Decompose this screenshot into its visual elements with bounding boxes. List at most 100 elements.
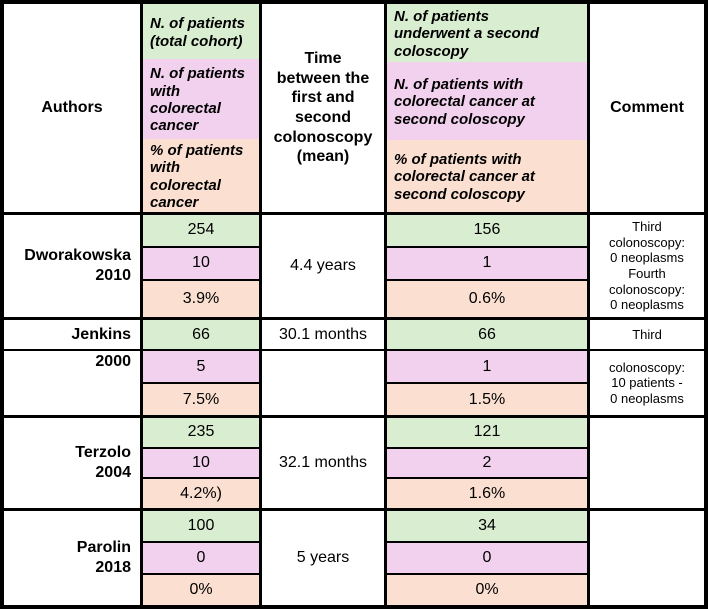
terzolo-crc-count-value: 10 bbox=[192, 454, 210, 471]
row-dworakowska-2010: Dworakowska 2010 254 10 3.9% 4.4 years 1… bbox=[4, 212, 704, 317]
dworakowska-second-column: 156 1 0.6% bbox=[384, 215, 587, 317]
parolin-crc-count-cell: 0 bbox=[143, 541, 259, 573]
jenkins-second-crc-percent-cell: 1.5% bbox=[387, 382, 587, 415]
header-row: Authors N. of patients (total cohort) N.… bbox=[4, 4, 704, 212]
parolin-time-value: 5 years bbox=[296, 549, 350, 566]
jenkins-second-crc-count-value: 1 bbox=[482, 357, 492, 375]
header-second-column: N. of patients underwent a second colosc… bbox=[384, 4, 587, 212]
terzolo-cohort-column: 235 10 4.2%) bbox=[140, 418, 259, 508]
header-cohort-crc-count-label: N. of patients with colorectal cancer bbox=[150, 65, 246, 135]
dworakowska-second-total-value: 156 bbox=[473, 221, 501, 239]
header-time-cell: Time between the first and second colono… bbox=[259, 4, 384, 212]
jenkins-time-cell: 30.1 months bbox=[262, 320, 384, 351]
header-second-crc-count-cell: N. of patients with colorectal cancer at… bbox=[387, 62, 587, 140]
terzolo-crc-count-cell: 10 bbox=[143, 446, 259, 478]
header-second-total-label: N. of patients underwent a second colosc… bbox=[394, 7, 540, 60]
dworakowska-comment-text: Third colonoscopy: 0 neoplasms Fourth co… bbox=[609, 219, 685, 313]
dworakowska-total-patients-cell: 254 bbox=[143, 215, 259, 246]
parolin-author-cell: Parolin 2018 bbox=[4, 511, 140, 605]
parolin-second-crc-percent-cell: 0% bbox=[387, 573, 587, 605]
jenkins-comment-top-text: Third bbox=[632, 326, 662, 342]
header-cohort-crc-percent-label: % of patients with colorectal cancer bbox=[150, 141, 244, 211]
header-cohort-total-cell: N. of patients (total cohort) bbox=[143, 4, 259, 59]
terzolo-author-label: Terzolo 2004 bbox=[75, 444, 131, 481]
terzolo-second-total-value: 121 bbox=[473, 423, 501, 441]
dworakowska-cohort-column: 254 10 3.9% bbox=[140, 215, 259, 317]
parolin-second-crc-count-value: 0 bbox=[482, 549, 492, 566]
dworakowska-total-patients-value: 254 bbox=[187, 221, 215, 239]
jenkins-second-crc-percent-value: 1.5% bbox=[468, 390, 506, 408]
parolin-crc-percent-value: 0% bbox=[189, 581, 213, 598]
parolin-time-cell: 5 years bbox=[259, 511, 384, 605]
header-authors-cell: Authors bbox=[4, 4, 140, 212]
row-jenkins-2000: Jenkins 2000 66 5 7.5% 30.1 months bbox=[4, 317, 704, 415]
dworakowska-second-crc-count-cell: 1 bbox=[387, 245, 587, 279]
terzolo-time-cell: 32.1 months bbox=[259, 418, 384, 508]
terzolo-total-patients-cell: 235 bbox=[143, 418, 259, 447]
jenkins-crc-count-cell: 5 bbox=[143, 351, 259, 382]
dworakowska-crc-count-cell: 10 bbox=[143, 245, 259, 279]
dworakowska-crc-percent-cell: 3.9% bbox=[143, 278, 259, 317]
parolin-cohort-column: 100 0 0% bbox=[140, 511, 259, 605]
header-second-total-cell: N. of patients underwent a second colosc… bbox=[387, 4, 587, 62]
parolin-second-total-cell: 34 bbox=[387, 511, 587, 541]
parolin-second-crc-percent-value: 0% bbox=[475, 581, 499, 598]
header-time-label: Time between the first and second colono… bbox=[273, 50, 373, 166]
header-authors-label: Authors bbox=[41, 99, 103, 117]
dworakowska-comment-cell: Third colonoscopy: 0 neoplasms Fourth co… bbox=[587, 215, 704, 317]
terzolo-second-column: 121 2 1.6% bbox=[384, 418, 587, 508]
header-cohort-crc-percent-cell: % of patients with colorectal cancer bbox=[143, 139, 259, 212]
parolin-second-column: 34 0 0% bbox=[384, 511, 587, 605]
header-second-crc-percent-cell: % of patients with colorectal cancer at … bbox=[387, 140, 587, 212]
jenkins-comment-bottom-cell: colonoscopy: 10 patients - 0 neoplasms bbox=[590, 351, 704, 415]
parolin-author-label: Parolin 2018 bbox=[76, 539, 131, 576]
header-second-crc-percent-label: % of patients with colorectal cancer at … bbox=[394, 150, 535, 203]
parolin-total-patients-value: 100 bbox=[187, 517, 215, 534]
terzolo-second-crc-count-value: 2 bbox=[482, 454, 492, 471]
header-second-crc-count-label: N. of patients with colorectal cancer at… bbox=[394, 75, 535, 128]
terzolo-author-cell: Terzolo 2004 bbox=[4, 418, 140, 508]
jenkins-comment-bottom-text: colonoscopy: 10 patients - 0 neoplasms bbox=[609, 359, 685, 406]
terzolo-second-crc-percent-cell: 1.6% bbox=[387, 477, 587, 508]
terzolo-second-crc-percent-value: 1.6% bbox=[468, 484, 506, 502]
parolin-crc-count-value: 0 bbox=[196, 549, 206, 566]
terzolo-crc-percent-value: 4.2%) bbox=[180, 484, 222, 502]
jenkins-second-total-value: 66 bbox=[478, 325, 496, 343]
jenkins-second-total-cell: 66 bbox=[387, 320, 587, 351]
jenkins-total-patients-value: 66 bbox=[192, 325, 210, 343]
jenkins-year-label: 2000 bbox=[95, 353, 131, 370]
header-cohort-crc-count-cell: N. of patients with colorectal cancer bbox=[143, 59, 259, 139]
terzolo-total-patients-value: 235 bbox=[187, 423, 215, 441]
jenkins-comment-column: Third colonoscopy: 10 patients - 0 neopl… bbox=[587, 320, 704, 415]
jenkins-cohort-column: 66 5 7.5% bbox=[140, 320, 259, 415]
terzolo-crc-percent-cell: 4.2%) bbox=[143, 477, 259, 508]
parolin-second-crc-count-cell: 0 bbox=[387, 541, 587, 573]
dworakowska-author-label: Dworakowska 2010 bbox=[24, 247, 131, 284]
jenkins-crc-count-value: 5 bbox=[196, 357, 206, 375]
parolin-second-total-value: 34 bbox=[478, 517, 496, 534]
jenkins-total-patients-cell: 66 bbox=[143, 320, 259, 351]
jenkins-time-column: 30.1 months bbox=[259, 320, 384, 415]
jenkins-crc-percent-value: 7.5% bbox=[182, 390, 220, 408]
parolin-total-patients-cell: 100 bbox=[143, 511, 259, 541]
terzolo-comment-cell bbox=[587, 418, 704, 508]
jenkins-time-value: 30.1 months bbox=[278, 325, 368, 343]
jenkins-crc-percent-cell: 7.5% bbox=[143, 382, 259, 415]
dworakowska-second-total-cell: 156 bbox=[387, 215, 587, 246]
jenkins-year-cell: 2000 bbox=[4, 351, 140, 415]
dworakowska-second-crc-percent-cell: 0.6% bbox=[387, 278, 587, 317]
jenkins-second-column: 66 1 1.5% bbox=[384, 320, 587, 415]
jenkins-comment-top-cell: Third bbox=[590, 320, 704, 351]
row-terzolo-2004: Terzolo 2004 235 10 4.2%) 32.1 months 12… bbox=[4, 415, 704, 508]
dworakowska-second-crc-percent-value: 0.6% bbox=[468, 289, 506, 307]
row-parolin-2018: Parolin 2018 100 0 0% 5 years 34 0 0% bbox=[4, 508, 704, 605]
dworakowska-time-value: 4.4 years bbox=[290, 257, 356, 274]
header-comment-cell: Comment bbox=[587, 4, 704, 212]
dworakowska-author-cell: Dworakowska 2010 bbox=[4, 215, 140, 317]
parolin-crc-percent-cell: 0% bbox=[143, 573, 259, 605]
header-cohort-column: N. of patients (total cohort) N. of pati… bbox=[140, 4, 259, 212]
header-cohort-total-label: N. of patients (total cohort) bbox=[150, 15, 246, 50]
parolin-comment-cell bbox=[587, 511, 704, 605]
jenkins-author-label: Jenkins bbox=[71, 325, 131, 343]
